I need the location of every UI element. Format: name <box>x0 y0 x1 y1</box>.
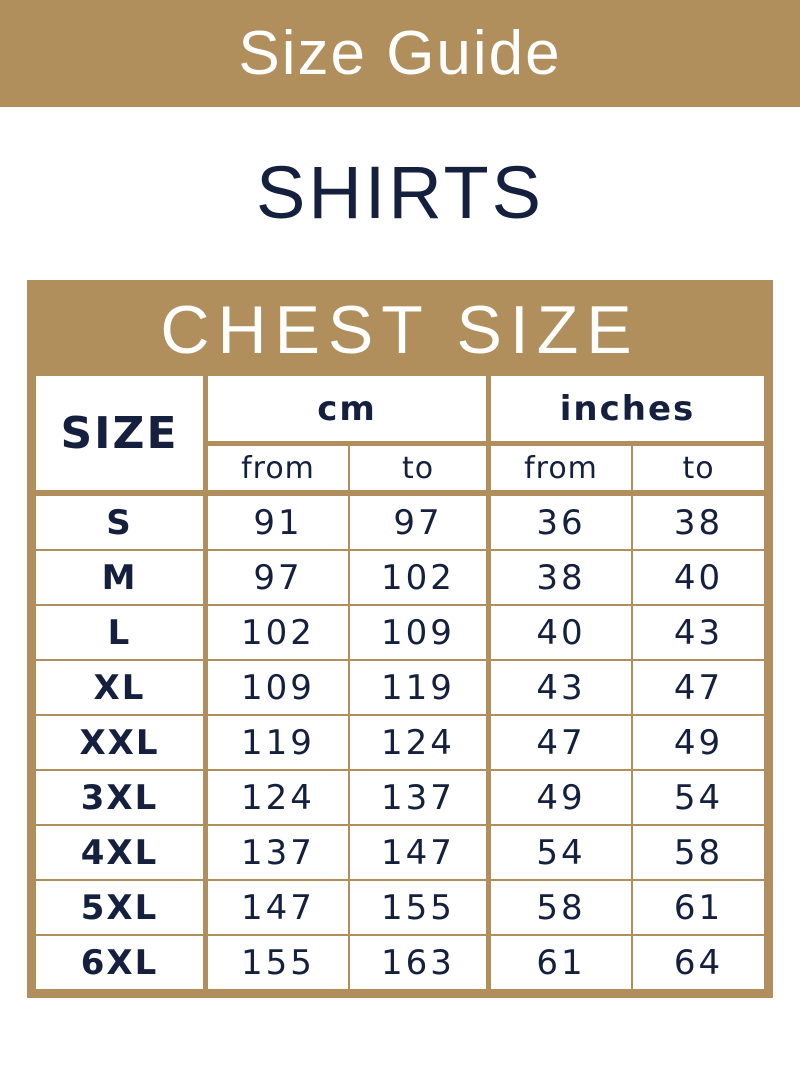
cm-from-cell: 124 <box>208 771 348 824</box>
inches-to-cell: 58 <box>633 826 764 879</box>
size-cell: 3XL <box>36 771 203 824</box>
inches-to-cell: 47 <box>633 661 764 714</box>
cm-from-cell: 119 <box>208 716 348 769</box>
cm-to-cell: 137 <box>350 771 486 824</box>
inches-from-cell: 49 <box>491 771 631 824</box>
product-title: SHIRTS <box>255 151 545 234</box>
chest-size-table: CHEST SIZE SIZE cm inches from to from t… <box>27 280 773 998</box>
cm-to-cell: 102 <box>350 551 486 604</box>
size-cell: M <box>36 551 203 604</box>
inches-from-cell: 40 <box>491 606 631 659</box>
banner-title: Size Guide <box>238 19 562 88</box>
cm-from-header: from <box>208 446 348 490</box>
size-cell: S <box>36 496 203 549</box>
cm-from-cell: 109 <box>208 661 348 714</box>
inches-to-cell: 43 <box>633 606 764 659</box>
cm-from-cell: 91 <box>208 496 348 549</box>
inches-to-cell: 40 <box>633 551 764 604</box>
inches-from-cell: 47 <box>491 716 631 769</box>
size-header: SIZE <box>36 376 203 490</box>
inches-from-cell: 61 <box>491 936 631 989</box>
cm-to-cell: 155 <box>350 881 486 934</box>
inches-to-cell: 64 <box>633 936 764 989</box>
cm-to-cell: 109 <box>350 606 486 659</box>
inches-from-cell: 38 <box>491 551 631 604</box>
table-title: CHEST SIZE <box>160 292 640 368</box>
inches-header: inches <box>491 376 764 441</box>
inches-to-cell: 38 <box>633 496 764 549</box>
cm-from-cell: 155 <box>208 936 348 989</box>
cm-to-cell: 119 <box>350 661 486 714</box>
size-cell: XXL <box>36 716 203 769</box>
inches-to-cell: 54 <box>633 771 764 824</box>
inches-to-header: to <box>633 446 764 490</box>
size-cell: 5XL <box>36 881 203 934</box>
inches-to-cell: 49 <box>633 716 764 769</box>
cm-header: cm <box>208 376 486 441</box>
inches-from-header: from <box>491 446 631 490</box>
cm-to-cell: 124 <box>350 716 486 769</box>
size-cell: 4XL <box>36 826 203 879</box>
cm-to-cell: 163 <box>350 936 486 989</box>
cm-from-cell: 102 <box>208 606 348 659</box>
cm-to-cell: 147 <box>350 826 486 879</box>
cm-to-cell: 97 <box>350 496 486 549</box>
size-cell: XL <box>36 661 203 714</box>
cm-to-header: to <box>350 446 486 490</box>
size-cell: L <box>36 606 203 659</box>
inches-to-cell: 61 <box>633 881 764 934</box>
inches-from-cell: 43 <box>491 661 631 714</box>
inches-from-cell: 58 <box>491 881 631 934</box>
cm-from-cell: 147 <box>208 881 348 934</box>
size-cell: 6XL <box>36 936 203 989</box>
cm-from-cell: 97 <box>208 551 348 604</box>
inches-from-cell: 54 <box>491 826 631 879</box>
inches-from-cell: 36 <box>491 496 631 549</box>
cm-from-cell: 137 <box>208 826 348 879</box>
size-guide-banner: Size Guide <box>0 0 800 107</box>
